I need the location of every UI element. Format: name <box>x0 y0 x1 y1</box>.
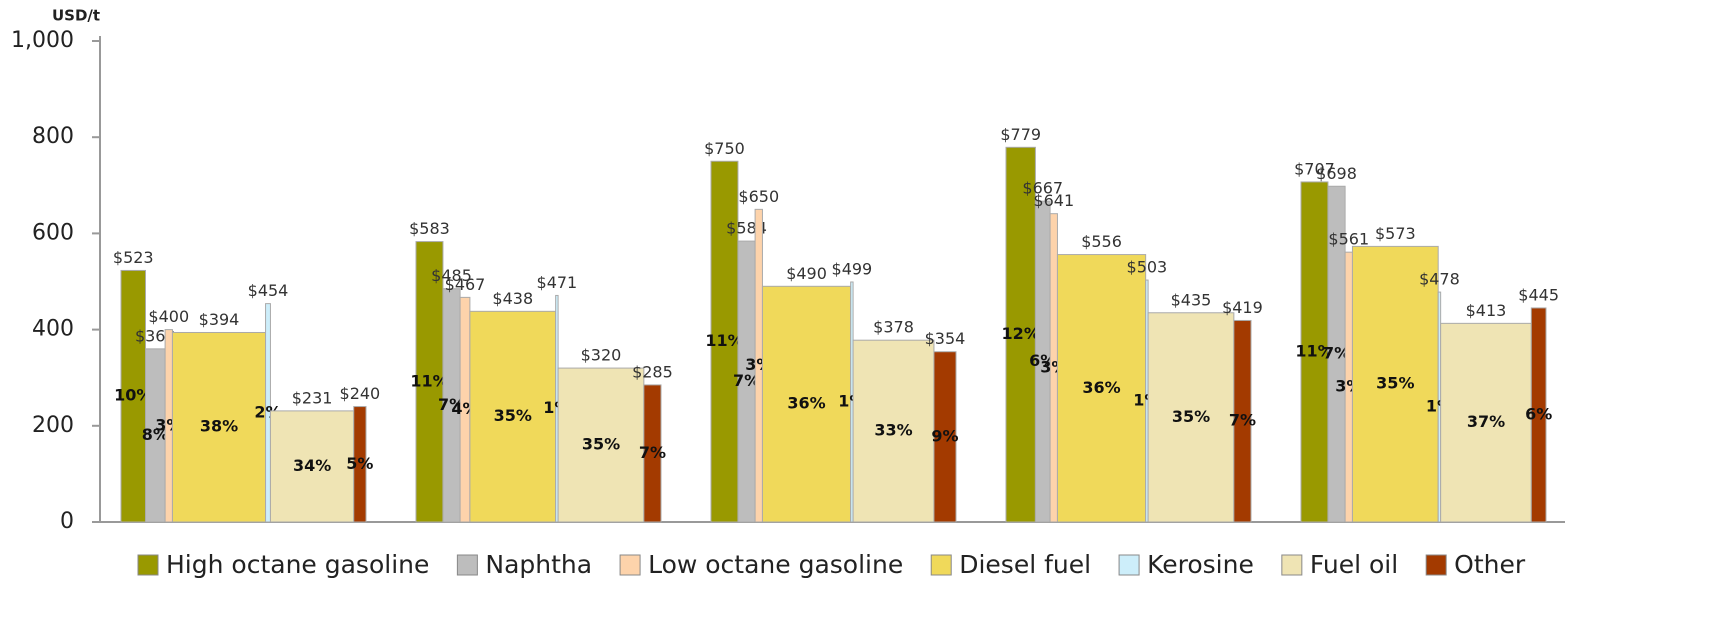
share-label: 36% <box>787 394 825 413</box>
share-label: 33% <box>874 421 912 440</box>
data-label: $698 <box>1316 164 1357 183</box>
share-label: 7% <box>733 371 760 390</box>
legend-swatch <box>930 554 952 576</box>
bar <box>1147 312 1235 523</box>
bar <box>1351 245 1439 523</box>
legend-label: Fuel oil <box>1310 550 1398 579</box>
share-label: 38% <box>200 417 238 436</box>
data-label: $750 <box>704 139 745 158</box>
data-label: $354 <box>925 329 966 348</box>
data-label: $707 <box>1294 159 1335 178</box>
data-label: $667 <box>1022 179 1063 198</box>
data-label: $573 <box>1375 224 1416 243</box>
share-label: 11% <box>1295 341 1333 360</box>
legend-label: High octane gasoline <box>166 550 429 579</box>
data-label: $400 <box>148 307 189 326</box>
y-tick-label: 400 <box>32 317 74 342</box>
share-label: 7% <box>639 443 666 462</box>
share-label: 34% <box>293 456 331 475</box>
data-label: $490 <box>786 264 827 283</box>
bar <box>557 367 645 523</box>
legend-swatch <box>1281 554 1303 576</box>
bar <box>171 331 267 523</box>
y-axis-label: USD/t <box>52 7 100 25</box>
share-label: 35% <box>1172 407 1210 426</box>
share-label: 6% <box>1029 351 1056 370</box>
data-label: $445 <box>1518 285 1559 304</box>
share-label: 11% <box>410 371 448 390</box>
data-label: $435 <box>1171 290 1212 309</box>
share-label: 7% <box>438 395 465 414</box>
legend-label: Diesel fuel <box>959 550 1091 579</box>
share-label: 9% <box>931 426 958 445</box>
legend-swatch <box>137 554 159 576</box>
data-label: $240 <box>340 384 381 403</box>
data-label: $478 <box>1419 270 1460 289</box>
bar <box>415 241 444 523</box>
y-tick-label: 600 <box>32 220 74 245</box>
share-label: 7% <box>1323 344 1350 363</box>
data-label: $561 <box>1328 230 1369 249</box>
share-label: 35% <box>582 435 620 454</box>
data-label: $231 <box>292 388 333 407</box>
legend-label: Low octane gasoline <box>648 550 903 579</box>
legend-swatch <box>619 554 641 576</box>
share-label: 11% <box>705 331 743 350</box>
bar <box>1300 181 1329 523</box>
share-label: 7% <box>1229 411 1256 430</box>
y-tick-label: 200 <box>32 413 74 438</box>
share-label: 8% <box>142 425 169 444</box>
share-label: 12% <box>1002 324 1040 343</box>
share-label: 10% <box>114 386 152 405</box>
bar <box>710 160 739 523</box>
y-tick-label: 1,000 <box>11 28 74 53</box>
bar <box>1056 254 1147 523</box>
bar <box>643 384 662 523</box>
data-label: $503 <box>1127 258 1168 277</box>
share-label: 6% <box>1525 404 1552 423</box>
bar <box>353 406 367 523</box>
data-label: $413 <box>1466 301 1507 320</box>
share-label: 5% <box>346 454 373 473</box>
bar <box>852 339 935 523</box>
bar <box>1233 319 1252 523</box>
legend-label: Kerosine <box>1147 550 1254 579</box>
data-label: $467 <box>445 275 486 294</box>
bar <box>1005 146 1036 523</box>
bar <box>933 351 957 523</box>
data-label: $556 <box>1081 232 1122 251</box>
share-label: 35% <box>494 406 532 425</box>
legend-label: Other <box>1454 550 1526 579</box>
data-label: $419 <box>1222 298 1263 317</box>
data-label: $394 <box>199 310 240 329</box>
share-label: 35% <box>1376 374 1414 393</box>
data-label: $438 <box>492 289 533 308</box>
share-label: 36% <box>1082 378 1120 397</box>
data-label: $378 <box>873 318 914 337</box>
share-label: 37% <box>1467 412 1505 431</box>
legend-swatch <box>1425 554 1447 576</box>
y-tick-label: 800 <box>32 124 74 149</box>
legend-label: Naphtha <box>485 550 592 579</box>
data-label: $779 <box>1000 125 1041 144</box>
data-label: $485 <box>431 266 472 285</box>
bar <box>1530 307 1547 523</box>
legend-swatch <box>1118 554 1140 576</box>
data-label: $285 <box>632 362 673 381</box>
data-label: $454 <box>248 281 289 300</box>
data-label: $650 <box>738 187 779 206</box>
data-label: $471 <box>537 273 578 292</box>
bar <box>469 310 557 523</box>
data-label: $320 <box>581 346 622 365</box>
bar <box>1440 322 1532 523</box>
y-tick-label: 0 <box>60 509 74 534</box>
data-label: $499 <box>832 259 873 278</box>
bar <box>120 269 146 523</box>
data-label: $583 <box>409 219 450 238</box>
data-label: $641 <box>1033 191 1074 210</box>
bar <box>761 285 852 523</box>
legend-swatch <box>456 554 478 576</box>
data-label: $523 <box>113 248 154 267</box>
